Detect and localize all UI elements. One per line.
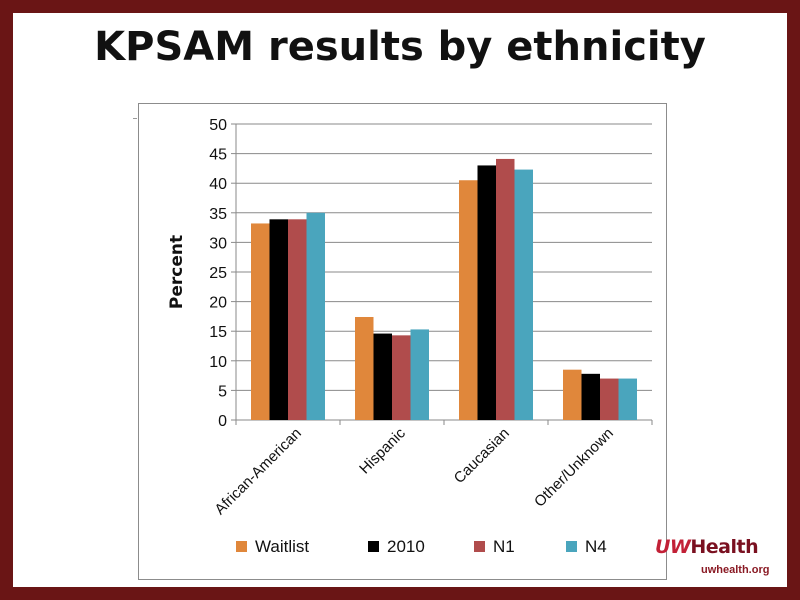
y-tick-label: 10 (209, 354, 227, 371)
bar-n4-3 (618, 378, 637, 420)
legend-swatch-waitlist (236, 541, 247, 552)
logo-wordmark: UWHealth (655, 536, 759, 558)
bar-waitlist-0 (251, 223, 270, 420)
y-tick-label: 20 (209, 295, 227, 312)
bar-2010-3 (581, 373, 600, 420)
bar-2010-2 (477, 165, 496, 420)
bar-n1-2 (496, 158, 515, 420)
y-tick-label: 35 (209, 206, 227, 223)
bar-waitlist-1 (355, 316, 374, 420)
bar-2010-0 (269, 219, 288, 420)
slide-title: KPSAM results by ethnicity (94, 24, 706, 70)
y-tick-label: 25 (209, 265, 227, 282)
bar-2010-1 (373, 333, 392, 420)
bar-n4-2 (514, 169, 533, 420)
bar-waitlist-3 (563, 369, 582, 420)
y-tick-label: 30 (209, 235, 227, 252)
uwhealth-logo: UWHealth uwhealth.org (655, 536, 770, 586)
legend-label: 2010 (387, 537, 425, 556)
chart-container: 0 5 10 15 20 25 30 35 40 45 50 Percent African-Ameri… (138, 103, 667, 580)
bar-n1-0 (288, 219, 307, 420)
logo-url: uwhealth.org (701, 564, 770, 576)
bar-chart: 0 5 10 15 20 25 30 35 40 45 50 Percent African-Ameri… (167, 117, 653, 556)
y-tick-label: 0 (218, 413, 227, 430)
bar-waitlist-2 (459, 180, 478, 420)
bar-n4-0 (306, 212, 325, 420)
x-tick-label: Other/Unknown (531, 425, 617, 511)
y-axis-label: Percent (167, 235, 187, 309)
bar-n4-1 (410, 329, 429, 420)
legend-label: N4 (585, 537, 607, 556)
y-tick-label: 5 (218, 383, 227, 400)
legend-label: Waitlist (255, 537, 309, 556)
x-tick-label: Caucasian (451, 425, 513, 487)
x-tick-label: Hispanic (356, 424, 409, 477)
bar-n1-1 (392, 335, 411, 420)
legend-swatch-n1 (474, 541, 485, 552)
y-tick-label: 45 (209, 147, 227, 164)
y-tick-label: 15 (209, 324, 227, 341)
legend-swatch-2010 (368, 541, 379, 552)
decorative-tick (133, 118, 137, 119)
y-tick-label: 50 (209, 117, 227, 134)
x-tick-label: African-American (211, 425, 304, 518)
bar-n1-3 (600, 378, 619, 420)
y-tick-label: 40 (209, 176, 227, 193)
legend-label: N1 (493, 537, 515, 556)
legend-swatch-n4 (566, 541, 577, 552)
